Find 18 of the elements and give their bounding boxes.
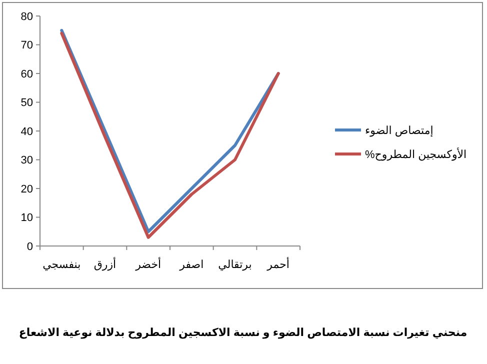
x-tick-label: أحمر [266, 257, 290, 271]
text: منحني تغيرات نسبة الامتصاص الضوء و نسبة الاكسجين المطروح بدلالة نوعية الاشعاع [18, 327, 468, 339]
y-tick-label: 80 [20, 10, 33, 23]
y-tick-label: 50 [20, 97, 33, 110]
y-tick-label: 40 [20, 126, 33, 138]
y-tick-label: 20 [20, 183, 33, 196]
y-tick-label: 30 [20, 154, 33, 167]
y-tick-label: 10 [20, 212, 33, 224]
x-tick-label: أزرق [94, 257, 116, 271]
y-tick-label: 0 [26, 240, 33, 253]
x-tick-label: بنفسجي [42, 259, 81, 271]
legend-label: إمتصاص الضوء [365, 124, 434, 137]
x-tick-label: برتقالي [218, 259, 252, 271]
legend-label: الأوكسجين المطروح% [365, 146, 467, 161]
y-tick-label: 60 [20, 68, 33, 80]
x-tick-label: أخضر [134, 257, 162, 271]
y-tick-label: 70 [20, 40, 33, 52]
x-tick-label: اصفر [178, 259, 204, 271]
